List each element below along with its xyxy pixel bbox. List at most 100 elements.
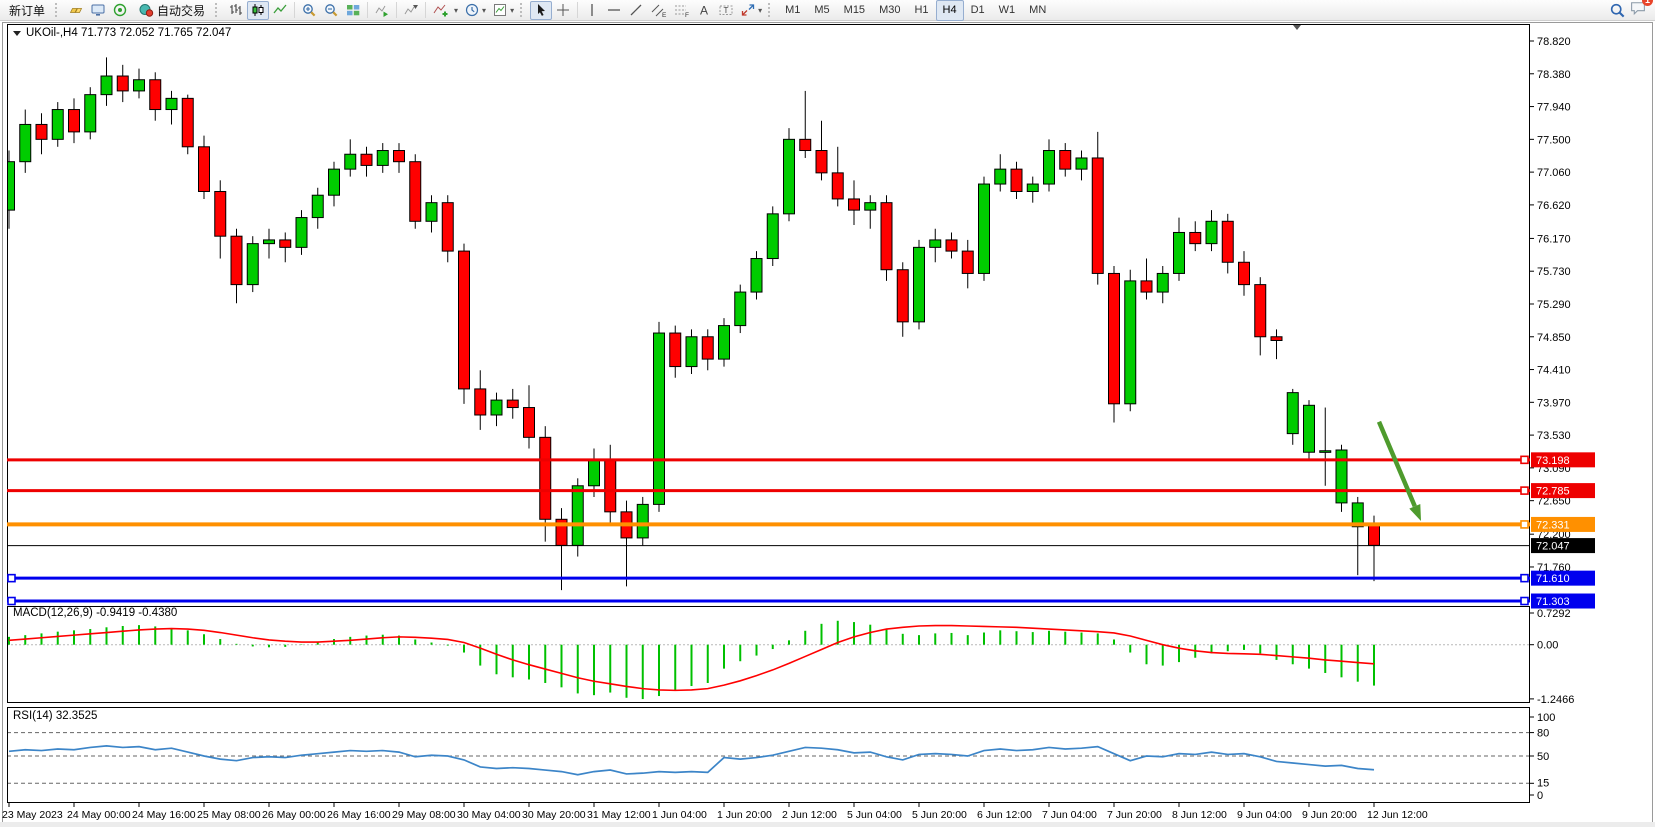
rsi-line	[8, 745, 1375, 776]
main-toolbar: 新订单 自动交易	[0, 0, 1655, 21]
template-button[interactable]: ▾	[489, 1, 517, 20]
terminal-icon[interactable]	[87, 1, 109, 20]
time-axis: 23 May 2023 24 May 00:00 24 May 16:00 25 Ma…	[2, 803, 1428, 821]
chat-button[interactable]: 1	[1629, 0, 1653, 21]
chart-title-text: UKOil-,H4 71.773 72.052 71.765 72.047	[26, 27, 232, 39]
fib-suffix-glyph: F	[685, 12, 689, 18]
text-tool-glyph: A	[700, 4, 708, 18]
horizontal-line-tool-icon[interactable]	[603, 1, 625, 20]
vertical-line-tool-icon[interactable]	[581, 1, 603, 20]
auto-scroll-icon[interactable]	[371, 1, 393, 20]
search-icon[interactable]	[1606, 1, 1629, 20]
svg-text:76.620: 76.620	[1537, 200, 1571, 212]
signal-icon[interactable]	[109, 1, 131, 20]
dropdown-arrow-icon[interactable]: ▾	[758, 5, 763, 15]
time-axis-label: 1 Jun 20:00	[717, 809, 772, 821]
zoom-out-icon[interactable]	[320, 1, 342, 20]
crosshair-tool-icon[interactable]	[552, 1, 574, 20]
new-order-button[interactable]: 新订单	[9, 3, 46, 18]
time-axis-label: 30 May 04:00	[457, 809, 521, 821]
time-axis-label: 12 Jun 12:00	[1367, 809, 1428, 821]
zoom-in-icon[interactable]	[298, 1, 320, 20]
time-axis-label: 31 May 12:00	[587, 809, 651, 821]
time-axis-label: 24 May 00:00	[67, 809, 131, 821]
equidistant-channel-tool-icon[interactable]: E	[647, 1, 670, 20]
chart-shift-marker[interactable]	[1293, 25, 1301, 30]
text-tool-icon[interactable]: A	[693, 1, 715, 20]
timeframe-h4[interactable]: H4	[935, 0, 964, 21]
svg-text:78.380: 78.380	[1537, 69, 1571, 81]
svg-text:77.940: 77.940	[1537, 102, 1571, 114]
timeframe-mn[interactable]: MN	[1029, 4, 1047, 16]
text-label-tool-icon[interactable]: T	[715, 1, 737, 20]
fibonacci-tool-icon[interactable]: F	[670, 1, 693, 20]
svg-text:72.047: 72.047	[1536, 541, 1570, 553]
gold-ingots-icon[interactable]	[65, 1, 87, 20]
svg-text:75.730: 75.730	[1537, 266, 1571, 278]
symbol-dropdown-icon[interactable]	[13, 30, 21, 36]
svg-text:80: 80	[1537, 728, 1549, 740]
line-chart-mode-icon[interactable]	[269, 1, 291, 20]
price-label-71.610	[1531, 570, 1595, 586]
autotrading-button[interactable]: 自动交易	[131, 1, 212, 20]
time-axis-label: 24 May 16:00	[132, 809, 196, 821]
notification-badge: 1	[1641, 0, 1653, 6]
price-label-72.047	[1531, 538, 1595, 554]
timeframe-h1[interactable]: H1	[914, 4, 929, 16]
add-indicator-button[interactable]: ▾	[429, 1, 461, 20]
time-axis-label: 29 May 08:00	[392, 809, 456, 821]
svg-text:0.7292: 0.7292	[1537, 608, 1571, 620]
horizontal-line-73.198[interactable]	[7, 455, 1530, 465]
svg-text:100: 100	[1537, 712, 1555, 724]
svg-text:75.290: 75.290	[1537, 299, 1571, 311]
dropdown-arrow-icon[interactable]: ▾	[482, 5, 487, 15]
cursor-tool-icon[interactable]	[530, 0, 553, 20]
horizontal-line-72.785[interactable]	[7, 486, 1530, 495]
svg-text:76.170: 76.170	[1537, 233, 1571, 245]
price-scale: 78.820 78.380 77.940 77.500 77.060 76.620 76.1…	[1530, 36, 1571, 574]
arrow-annotation[interactable]	[1376, 420, 1421, 521]
time-axis-label: 30 May 20:00	[522, 809, 586, 821]
time-axis-label: 9 Jun 04:00	[1237, 809, 1292, 821]
svg-text:77.500: 77.500	[1537, 134, 1571, 146]
dropdown-arrow-icon[interactable]: ▾	[454, 5, 459, 15]
timeframe-w1[interactable]: W1	[998, 4, 1016, 16]
horizontal-line-72.331[interactable]	[7, 520, 1530, 529]
toolbar-separator	[425, 2, 427, 18]
timeframe-m30[interactable]: M30	[879, 4, 901, 16]
svg-text:77.060: 77.060	[1537, 167, 1571, 179]
timeframe-m15[interactable]: M15	[843, 4, 866, 16]
arrows-tool-button[interactable]: ▾	[737, 1, 765, 20]
timeframe-d1[interactable]: D1	[970, 4, 985, 16]
svg-text:0: 0	[1537, 790, 1543, 802]
label-tool-glyph: T	[724, 6, 729, 15]
toolbar-separator	[396, 2, 398, 18]
time-axis-label: 26 May 16:00	[327, 809, 391, 821]
tile-windows-icon[interactable]	[342, 1, 364, 20]
dropdown-arrow-icon[interactable]: ▾	[510, 5, 515, 15]
period-clock-button[interactable]: ▾	[461, 1, 489, 20]
time-axis-label: 9 Jun 20:00	[1302, 809, 1357, 821]
candlestick-mode-icon[interactable]	[247, 0, 270, 20]
svg-text:50: 50	[1537, 751, 1549, 763]
price-label-72.785	[1531, 483, 1595, 499]
timeframe-m5[interactable]: M5	[814, 4, 830, 16]
timeframe-m1[interactable]: M1	[785, 4, 801, 16]
svg-text:73.198: 73.198	[1536, 455, 1570, 467]
time-axis-label: 25 May 08:00	[197, 809, 261, 821]
trendline-tool-icon[interactable]	[625, 1, 647, 20]
bar-chart-mode-icon[interactable]	[225, 1, 247, 20]
svg-text:0.00: 0.00	[1537, 640, 1558, 652]
horizontal-line-71.610[interactable]	[7, 573, 1530, 583]
chart-shift-icon[interactable]	[400, 1, 422, 20]
svg-text:73.530: 73.530	[1537, 430, 1571, 442]
svg-text:78.820: 78.820	[1537, 36, 1571, 48]
toolbar-grip	[768, 3, 773, 17]
svg-text:72.785: 72.785	[1536, 486, 1570, 498]
autotrading-label: 自动交易	[157, 3, 206, 18]
toolbar-separator	[367, 2, 369, 18]
horizontal-line-71.303[interactable]	[7, 596, 1530, 606]
time-axis-label: 1 Jun 04:00	[652, 809, 707, 821]
